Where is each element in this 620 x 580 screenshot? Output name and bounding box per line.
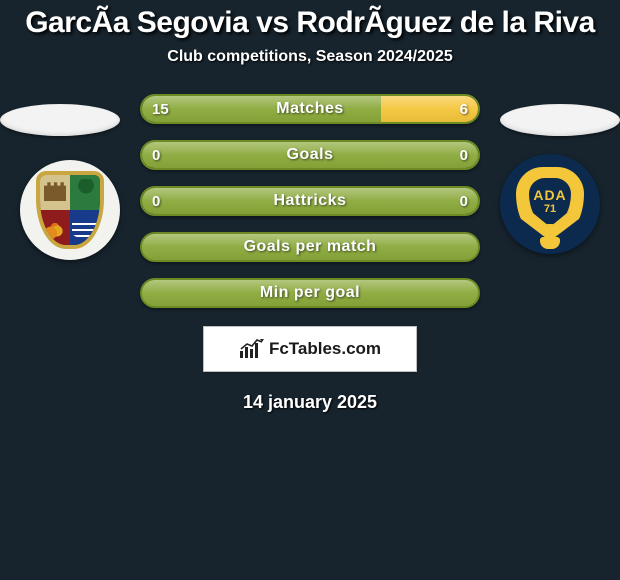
stat-bars: 156Matches00Goals00HattricksGoals per ma…: [140, 94, 480, 308]
stat-bar-left-seg: 0: [142, 188, 310, 214]
stat-bar-goals-per-match: Goals per match: [140, 232, 480, 262]
branding-box: FcTables.com: [203, 326, 417, 372]
stat-left-value: 15: [152, 101, 169, 118]
stat-label: Goals per match: [142, 238, 478, 256]
alcorcon-crest-icon: ADA 71: [512, 163, 588, 245]
stat-bar-hattricks: 00Hattricks: [140, 186, 480, 216]
stat-right-value: 6: [460, 101, 468, 118]
stat-bar-right-seg: 0: [310, 188, 478, 214]
chart-icon: [239, 339, 265, 359]
date-label: 14 january 2025: [0, 392, 620, 413]
stat-bar-goals: 00Goals: [140, 140, 480, 170]
stat-left-value: 0: [152, 147, 160, 164]
player-left-oval: [0, 104, 120, 136]
vs-separator: vs: [256, 6, 288, 39]
fuenlabrada-crest-icon: [36, 171, 104, 249]
stat-label: Min per goal: [142, 284, 478, 302]
comparison-panel: ADA 71 156Matches00Goals00HattricksGoals…: [0, 94, 620, 308]
stat-bar-left-seg: 0: [142, 142, 310, 168]
ada-text: ADA: [533, 187, 566, 203]
branding-text: FcTables.com: [269, 339, 381, 359]
club-badge-left: [20, 160, 120, 260]
club-badge-right: ADA 71: [500, 154, 600, 254]
ada-year: 71: [544, 203, 556, 215]
stat-bar-min-per-goal: Min per goal: [140, 278, 480, 308]
player-right-oval: [500, 104, 620, 136]
stat-bar-right-seg: 0: [310, 142, 478, 168]
stat-right-value: 0: [460, 147, 468, 164]
player-right-name: RodrÃ­guez de la Riva: [296, 6, 594, 39]
player-left-name: GarcÃ­a Segovia: [25, 6, 248, 39]
subtitle: Club competitions, Season 2024/2025: [0, 48, 620, 66]
stat-bar-right-seg: 6: [381, 96, 478, 122]
stat-bar-matches: 156Matches: [140, 94, 480, 124]
stat-left-value: 0: [152, 193, 160, 210]
stat-right-value: 0: [460, 193, 468, 210]
page-title: GarcÃ­a Segovia vs RodrÃ­guez de la Riva: [0, 0, 620, 40]
stat-bar-left-seg: 15: [142, 96, 381, 122]
